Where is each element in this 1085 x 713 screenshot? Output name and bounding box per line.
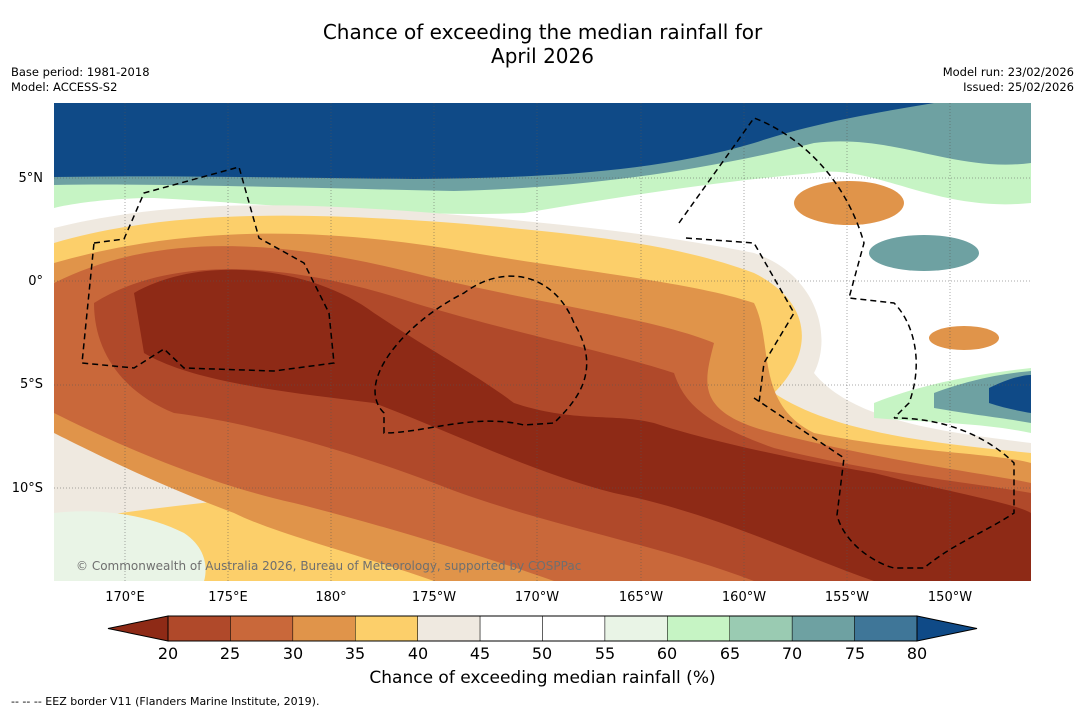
band-south-blue	[989, 375, 1031, 413]
base-period: Base period: 1981-2018	[11, 65, 150, 79]
model-name: Model: ACCESS-S2	[11, 80, 118, 94]
colorbar-segment	[791, 615, 855, 642]
colorbar-segment	[292, 615, 356, 642]
cb-tick-25: 25	[219, 644, 241, 663]
cb-tick-35: 35	[344, 644, 366, 663]
colorbar-label: Chance of exceeding median rainfall (%)	[369, 668, 716, 688]
eez-line-islands-west	[685, 237, 795, 404]
lon-label-175w: 175°W	[411, 590, 457, 605]
dry-patch-east	[929, 326, 999, 350]
lon-label-155w: 155°W	[824, 590, 870, 605]
lon-label-170w: 170°W	[514, 590, 560, 605]
title-line-2: April 2026	[491, 44, 594, 68]
chart-title: Chance of exceeding the median rainfall …	[0, 20, 1085, 68]
colorbar-segment	[355, 615, 418, 642]
eez-kiribati-gilberts	[81, 166, 335, 372]
cb-tick-75: 75	[844, 644, 866, 663]
lat-label-5s: 5°S	[19, 377, 43, 392]
title-line-1: Chance of exceeding the median rainfall …	[322, 20, 763, 44]
wet-patch-northeast	[869, 235, 979, 271]
colorbar-segment	[167, 615, 231, 642]
eez-kiribati-phoenix	[374, 275, 588, 434]
colorbar-segment	[604, 615, 668, 642]
copyright-notice: © Commonwealth of Australia 2026, Bureau…	[76, 559, 582, 573]
cb-tick-30: 30	[282, 644, 304, 663]
cb-tick-20: 20	[157, 644, 179, 663]
eez-legend: -- -- -- EEZ border V11 (Flanders Marine…	[11, 695, 320, 708]
lon-label-170e: 170°E	[105, 590, 145, 605]
lon-label-165w: 165°W	[618, 590, 664, 605]
lon-label-160w: 160°W	[721, 590, 767, 605]
eez-kiribati-line	[678, 117, 917, 419]
eez-borders	[81, 117, 1015, 569]
colorbar-extend-high	[916, 615, 978, 642]
model-run: Model run: 23/02/2026	[942, 65, 1074, 79]
rainfall-map	[54, 103, 1031, 581]
cb-tick-70: 70	[781, 644, 803, 663]
meta-right: Model run: 23/02/2026 Issued: 25/02/2026	[943, 65, 1074, 95]
colorbar-extend-low	[107, 615, 169, 642]
lat-label-0: 0°	[28, 274, 43, 289]
meta-left: Base period: 1981-2018 Model: ACCESS-S2	[11, 65, 150, 95]
cb-tick-65: 65	[719, 644, 741, 663]
issued-date: Issued: 25/02/2026	[963, 80, 1074, 94]
lat-label-5n: 5°N	[18, 171, 44, 186]
colorbar-segment	[729, 615, 793, 642]
colorbar-segment	[667, 615, 730, 642]
band-dry-darkest	[134, 269, 1031, 581]
map-canvas	[54, 103, 1031, 581]
map-grid	[54, 103, 1031, 581]
lat-label-10s: 10°S	[11, 481, 43, 496]
eez-south-border	[753, 397, 1015, 569]
band-north-blue	[54, 103, 934, 179]
colorbar-segment	[479, 615, 543, 642]
colorbar-segment	[854, 615, 918, 642]
dry-patch-northeast	[794, 181, 904, 225]
lon-label-180: 180°	[315, 590, 347, 605]
band-southwest-green	[54, 511, 206, 581]
cb-tick-50: 50	[531, 644, 553, 663]
colorbar	[107, 615, 978, 642]
cb-tick-55: 55	[594, 644, 616, 663]
cb-tick-40: 40	[407, 644, 429, 663]
colorbar-segment	[417, 615, 481, 642]
cb-tick-80: 80	[906, 644, 928, 663]
colorbar-segment	[542, 615, 606, 642]
colorbar-segment	[230, 615, 294, 642]
cb-tick-60: 60	[656, 644, 678, 663]
lon-label-150w: 150°W	[927, 590, 973, 605]
lon-label-175e: 175°E	[208, 590, 248, 605]
cb-tick-45: 45	[469, 644, 491, 663]
